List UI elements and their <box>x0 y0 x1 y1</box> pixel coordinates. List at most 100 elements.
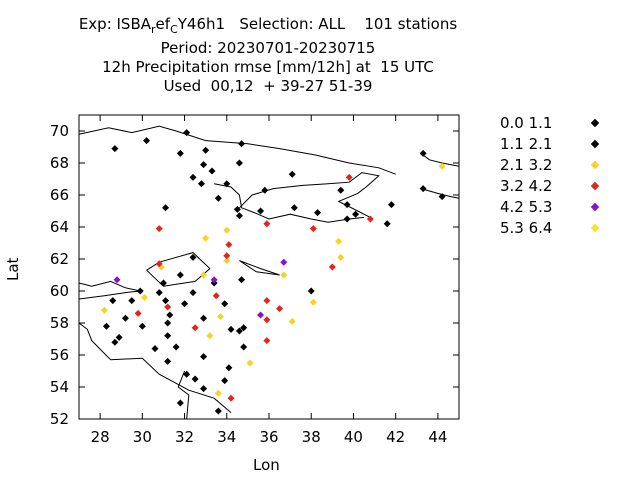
station-point <box>307 287 315 295</box>
station-point <box>155 289 163 297</box>
station-point <box>216 313 224 321</box>
legend-label: 0.0 1.1 <box>500 114 553 132</box>
station-point <box>164 357 172 365</box>
station-point <box>343 201 351 209</box>
station-point <box>212 292 220 300</box>
x-axis-label: Lon <box>253 456 280 474</box>
station-point <box>214 389 222 397</box>
station-point <box>214 194 222 202</box>
coastline-segment <box>420 153 460 167</box>
station-point <box>176 149 184 157</box>
station-point <box>202 146 210 154</box>
station-point <box>191 324 199 332</box>
legend-label: 2.1 3.2 <box>500 156 553 174</box>
legend-marker <box>590 160 600 170</box>
station-point <box>225 364 233 372</box>
station-point <box>210 276 218 284</box>
station-point <box>352 210 360 218</box>
y-tick-label: 70 <box>50 122 69 140</box>
station-point <box>151 345 159 353</box>
station-point <box>345 173 353 181</box>
station-point <box>164 303 172 311</box>
station-point <box>183 129 191 137</box>
coastline <box>78 125 460 420</box>
coastline-segment <box>214 183 365 223</box>
station-point <box>166 311 174 319</box>
legend-entry: 2.1 3.2 <box>500 156 620 177</box>
station-point <box>176 399 184 407</box>
station-point <box>438 193 446 201</box>
station-points <box>100 129 446 415</box>
legend-entry: 0.0 1.1 <box>500 114 620 135</box>
station-point <box>111 338 119 346</box>
station-point <box>121 314 129 322</box>
station-point <box>206 332 214 340</box>
station-point <box>221 377 229 385</box>
station-point <box>387 201 395 209</box>
legend-marker <box>590 202 600 212</box>
station-point <box>233 205 241 213</box>
legend-entry: 1.1 2.1 <box>500 135 620 156</box>
x-tick-label: 40 <box>344 428 363 446</box>
coastline-segment <box>239 172 380 218</box>
station-point <box>159 279 167 287</box>
legend-marker <box>590 181 600 191</box>
station-point <box>138 322 146 330</box>
station-point <box>238 276 246 284</box>
x-tick-label: 38 <box>302 428 321 446</box>
station-point <box>276 305 284 313</box>
x-tick-label: 36 <box>259 428 278 446</box>
station-point <box>223 226 231 234</box>
station-point <box>288 317 296 325</box>
station-point <box>200 271 208 279</box>
legend-entry: 4.2 5.3 <box>500 198 620 219</box>
station-point <box>328 263 336 271</box>
x-tick-label: 34 <box>217 428 236 446</box>
station-point <box>280 271 288 279</box>
station-point <box>263 316 271 324</box>
y-tick-label: 54 <box>50 378 69 396</box>
station-point <box>111 145 119 153</box>
legend-marker <box>590 118 600 128</box>
station-point <box>290 204 298 212</box>
y-tick-label: 68 <box>50 154 69 172</box>
station-point <box>227 325 235 333</box>
station-point <box>240 343 248 351</box>
station-point <box>189 173 197 181</box>
station-point <box>314 209 322 217</box>
station-point <box>309 298 317 306</box>
station-point <box>257 311 265 319</box>
station-point <box>227 394 235 402</box>
station-point <box>115 333 123 341</box>
station-point <box>263 337 271 345</box>
station-point <box>235 159 243 167</box>
coastline-segment <box>239 260 280 276</box>
y-tick-label: 58 <box>50 314 69 332</box>
x-tick-label: 30 <box>133 428 152 446</box>
title-line-4: Used 00,12 + 39-27 51-39 <box>163 77 373 95</box>
station-point <box>162 204 170 212</box>
station-point <box>200 353 208 361</box>
station-point <box>136 287 144 295</box>
station-point <box>164 332 172 340</box>
coastline-segment <box>146 252 211 287</box>
station-point <box>128 297 136 305</box>
station-point <box>280 258 288 266</box>
y-tick-label: 66 <box>50 186 69 204</box>
axis-ticks: 28 30 32 34 36 38 40 42 44 52 54 56 58 60 62 64 66 68 70 <box>50 115 459 446</box>
legend: 0.0 1.1 1.1 2.1 2.1 3.2 3.2 4.2 4.2 5.3 5.3 6… <box>500 114 620 240</box>
station-point <box>225 241 233 249</box>
legend-label: 3.2 4.2 <box>500 177 553 195</box>
x-tick-label: 28 <box>91 428 110 446</box>
station-point <box>162 297 170 305</box>
station-point <box>419 185 427 193</box>
legend-label: 5.3 6.4 <box>500 219 553 237</box>
station-point <box>155 260 163 268</box>
station-point <box>183 370 191 378</box>
station-point <box>197 180 205 188</box>
station-point <box>343 215 351 223</box>
station-point <box>172 343 180 351</box>
station-point <box>189 253 197 261</box>
station-point <box>335 237 343 245</box>
